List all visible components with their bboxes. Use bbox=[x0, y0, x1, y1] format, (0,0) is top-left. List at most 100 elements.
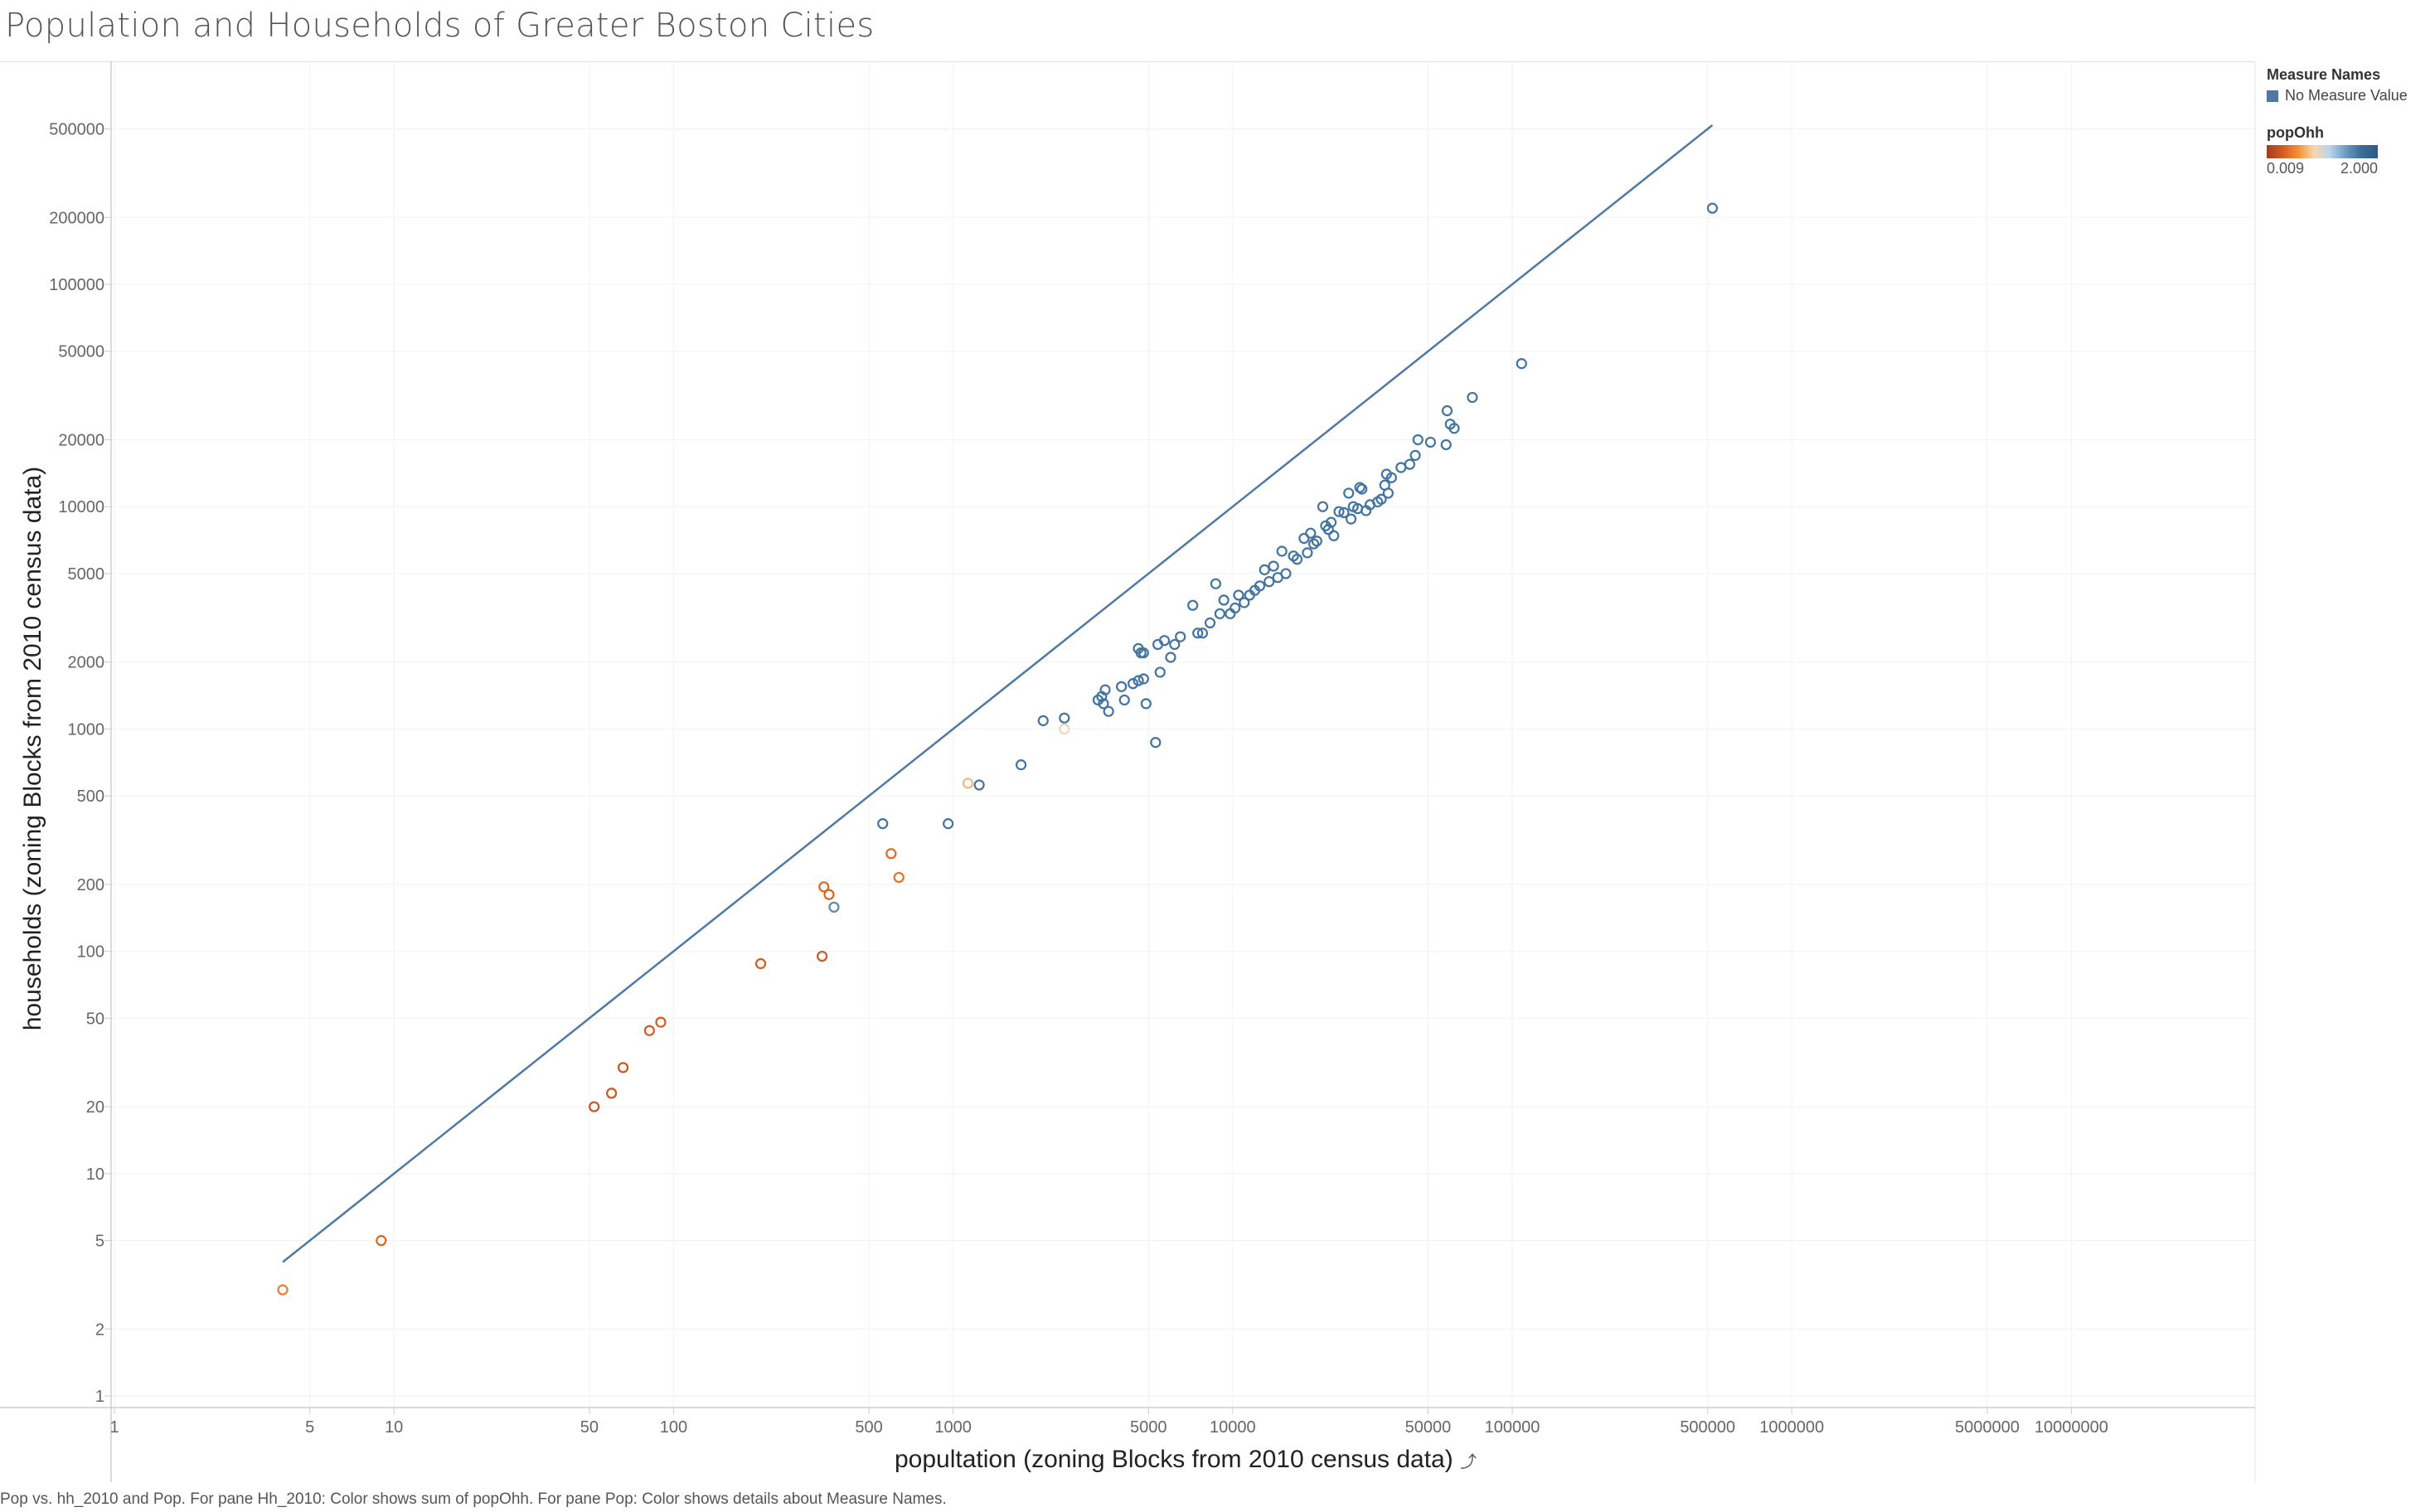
data-point[interactable] bbox=[1404, 458, 1416, 470]
data-point[interactable] bbox=[1150, 737, 1162, 749]
y-tick-label: 50 bbox=[86, 1010, 104, 1028]
data-point[interactable] bbox=[1276, 545, 1288, 557]
data-point[interactable] bbox=[1133, 675, 1144, 686]
data-point[interactable] bbox=[1424, 436, 1436, 448]
legend-measure-label: No Measure Value bbox=[2285, 87, 2408, 104]
data-point[interactable] bbox=[376, 1234, 387, 1247]
data-point[interactable] bbox=[1298, 532, 1310, 545]
data-point[interactable] bbox=[1103, 705, 1114, 717]
data-point[interactable] bbox=[1254, 580, 1266, 592]
pop-reference-line[interactable] bbox=[282, 124, 1714, 1263]
grid-lines bbox=[111, 61, 2255, 1408]
data-point[interactable] bbox=[605, 1088, 618, 1099]
data-point[interactable] bbox=[277, 1284, 289, 1296]
x-tick-label: 10000 bbox=[1210, 1418, 1256, 1437]
data-point[interactable] bbox=[1448, 423, 1460, 434]
data-point[interactable] bbox=[1037, 715, 1049, 726]
color-gradient-bar[interactable] bbox=[2267, 145, 2378, 158]
data-point[interactable] bbox=[943, 818, 954, 830]
data-point[interactable] bbox=[1187, 599, 1199, 611]
data-point[interactable] bbox=[1239, 597, 1250, 608]
data-point[interactable] bbox=[893, 871, 905, 884]
y-axis-label: households (zoning Blocks from 2010 cens… bbox=[19, 466, 47, 1031]
data-point[interactable] bbox=[1154, 666, 1166, 678]
data-point[interactable] bbox=[1311, 536, 1322, 547]
data-point[interactable] bbox=[1059, 723, 1070, 735]
data-point[interactable] bbox=[1099, 684, 1111, 695]
data-point[interactable] bbox=[1302, 547, 1313, 559]
data-point[interactable] bbox=[1354, 482, 1365, 493]
data-point[interactable] bbox=[1706, 202, 1719, 214]
data-point[interactable] bbox=[1343, 487, 1355, 499]
data-point[interactable] bbox=[1158, 635, 1171, 647]
data-point[interactable] bbox=[1441, 405, 1453, 417]
data-point[interactable] bbox=[1210, 578, 1222, 589]
data-point[interactable] bbox=[1467, 391, 1478, 404]
data-point[interactable] bbox=[828, 901, 840, 913]
data-point[interactable] bbox=[1338, 506, 1350, 519]
data-point[interactable] bbox=[1440, 439, 1452, 451]
legend-measure-item[interactable]: No Measure Value bbox=[2267, 87, 2433, 104]
data-point[interactable] bbox=[1382, 487, 1394, 499]
scatter-points[interactable] bbox=[277, 202, 1719, 1296]
data-point[interactable] bbox=[754, 957, 767, 970]
y-tick-label: 100000 bbox=[49, 276, 104, 294]
legend-swatch bbox=[2267, 90, 2278, 102]
data-point[interactable] bbox=[1516, 358, 1527, 370]
data-point[interactable] bbox=[1204, 617, 1216, 629]
data-point[interactable] bbox=[1165, 652, 1176, 663]
data-point[interactable] bbox=[1015, 759, 1027, 771]
sort-icon[interactable]: ⤴ bbox=[1460, 1453, 1477, 1471]
y-tick-label: 50000 bbox=[58, 343, 104, 361]
data-point[interactable] bbox=[1307, 538, 1320, 550]
data-point[interactable] bbox=[1116, 681, 1128, 692]
x-axis-label-text: popultation (zoning Blocks from 2010 cen… bbox=[895, 1446, 1453, 1473]
data-point[interactable] bbox=[1395, 462, 1407, 473]
data-point[interactable] bbox=[1137, 647, 1149, 659]
data-point[interactable] bbox=[1264, 576, 1275, 588]
data-point[interactable] bbox=[823, 889, 835, 900]
data-point[interactable] bbox=[1059, 712, 1070, 724]
data-point[interactable] bbox=[1328, 530, 1340, 541]
data-point[interactable] bbox=[1137, 673, 1149, 685]
data-point[interactable] bbox=[1196, 628, 1209, 639]
data-point[interactable] bbox=[1345, 513, 1357, 525]
data-point[interactable] bbox=[1230, 602, 1241, 614]
data-point[interactable] bbox=[1140, 698, 1152, 710]
data-point[interactable] bbox=[1305, 527, 1317, 539]
data-point[interactable] bbox=[1325, 516, 1337, 528]
data-point[interactable] bbox=[1317, 501, 1329, 512]
data-point[interactable] bbox=[1214, 608, 1225, 619]
data-point[interactable] bbox=[1192, 628, 1204, 639]
data-point[interactable] bbox=[817, 950, 828, 962]
data-point[interactable] bbox=[643, 1025, 655, 1036]
data-point[interactable] bbox=[1175, 631, 1186, 642]
data-point[interactable] bbox=[1280, 568, 1292, 579]
data-point[interactable] bbox=[655, 1016, 667, 1028]
data-point[interactable] bbox=[1268, 560, 1279, 572]
data-point[interactable] bbox=[962, 778, 974, 789]
data-point[interactable] bbox=[1409, 449, 1421, 461]
data-point[interactable] bbox=[1233, 589, 1244, 601]
data-point[interactable] bbox=[1385, 472, 1397, 483]
data-point[interactable] bbox=[1375, 493, 1387, 505]
x-tick-label: 50000 bbox=[1405, 1418, 1452, 1437]
data-point[interactable] bbox=[1259, 564, 1270, 575]
data-point[interactable] bbox=[1118, 694, 1130, 706]
data-point[interactable] bbox=[1127, 678, 1139, 690]
data-point[interactable] bbox=[589, 1101, 600, 1112]
data-point[interactable] bbox=[1412, 434, 1424, 446]
data-point[interactable] bbox=[1169, 638, 1181, 651]
data-point[interactable] bbox=[1218, 594, 1230, 606]
data-point[interactable] bbox=[1356, 483, 1368, 495]
data-point[interactable] bbox=[1098, 698, 1109, 710]
y-tick-label: 500 bbox=[77, 788, 104, 806]
data-point[interactable] bbox=[617, 1062, 629, 1073]
data-point[interactable] bbox=[885, 848, 897, 860]
data-point[interactable] bbox=[1333, 506, 1345, 517]
data-point[interactable] bbox=[1291, 554, 1303, 565]
data-point[interactable] bbox=[818, 881, 830, 893]
data-point[interactable] bbox=[973, 779, 985, 791]
data-point[interactable] bbox=[877, 818, 889, 830]
